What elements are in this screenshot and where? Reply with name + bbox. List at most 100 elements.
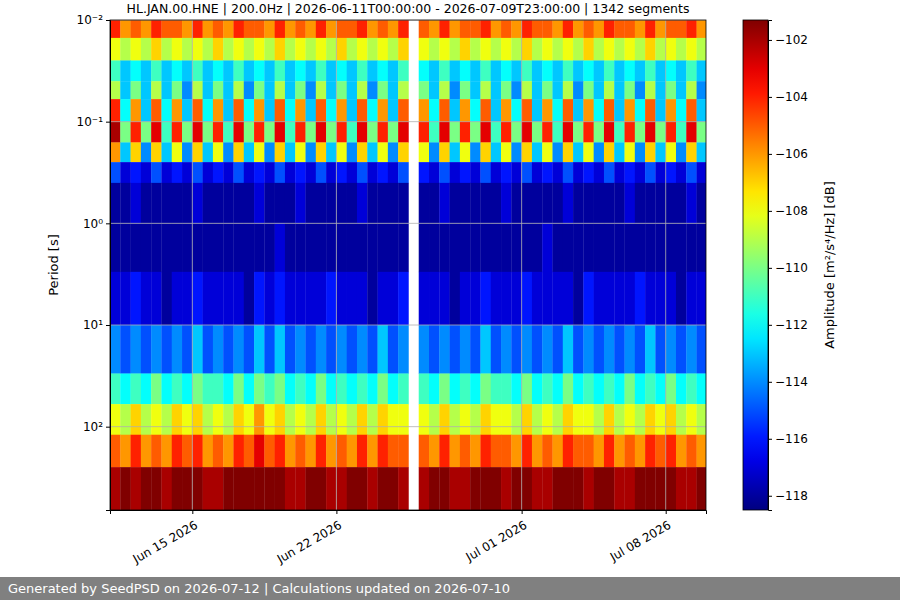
heat-cell xyxy=(378,183,389,224)
heat-cell xyxy=(316,435,327,468)
heat-cell xyxy=(573,20,584,38)
heat-cell xyxy=(378,142,389,162)
heat-cell xyxy=(604,325,615,374)
heat-cell xyxy=(625,325,636,374)
heat-cell xyxy=(625,435,636,468)
heat-cell xyxy=(573,60,584,81)
heat-cell xyxy=(563,435,574,468)
heat-cell xyxy=(203,162,214,183)
heat-cell xyxy=(583,142,594,162)
heat-cell xyxy=(686,162,697,183)
heat-cell xyxy=(336,374,347,405)
heat-cell xyxy=(686,467,697,510)
heat-cell xyxy=(203,81,214,99)
heat-cell xyxy=(522,142,533,162)
colorbar-tick-label: −108 xyxy=(775,204,808,218)
heat-cell xyxy=(491,81,502,99)
heat-cell xyxy=(295,223,306,272)
heat-cell xyxy=(151,435,162,468)
heat-cell xyxy=(532,122,543,143)
heat-cell xyxy=(285,223,296,272)
heat-cell xyxy=(141,38,152,61)
heat-cell xyxy=(511,162,522,183)
heat-cell xyxy=(357,99,368,122)
heat-cell xyxy=(172,60,183,81)
heat-cell xyxy=(110,272,121,325)
heat-cell xyxy=(223,272,234,325)
heat-cell xyxy=(347,325,358,374)
heat-cell xyxy=(645,99,656,122)
heat-cell xyxy=(491,38,502,61)
heat-cell xyxy=(131,142,142,162)
heat-cell xyxy=(439,374,450,405)
heat-cell xyxy=(285,81,296,99)
heat-cell xyxy=(398,467,409,510)
colorbar xyxy=(743,20,768,510)
heat-cell xyxy=(645,435,656,468)
heat-cell xyxy=(244,20,255,38)
heat-cell xyxy=(522,20,533,38)
heat-cell xyxy=(604,142,615,162)
heat-cell xyxy=(233,20,244,38)
heat-cell xyxy=(439,122,450,143)
heat-cell xyxy=(295,20,306,38)
heat-cell xyxy=(244,404,255,435)
heat-cell xyxy=(614,162,625,183)
heat-cell xyxy=(573,435,584,468)
heat-cell xyxy=(161,38,172,61)
heat-cell xyxy=(635,162,646,183)
heat-cell xyxy=(573,38,584,61)
heat-cell xyxy=(295,81,306,99)
heat-cell xyxy=(378,20,389,38)
heat-cell xyxy=(182,38,193,61)
heat-cell xyxy=(542,467,553,510)
heat-cell xyxy=(676,38,687,61)
heat-cell xyxy=(594,223,605,272)
heat-cell xyxy=(655,223,666,272)
heat-cell xyxy=(151,142,162,162)
heat-cell xyxy=(110,20,121,38)
heat-cell xyxy=(131,223,142,272)
heat-cell xyxy=(676,404,687,435)
heat-cell xyxy=(676,272,687,325)
heat-cell xyxy=(583,38,594,61)
heat-cell xyxy=(604,223,615,272)
heat-cell xyxy=(131,60,142,81)
heat-cell xyxy=(203,374,214,405)
heat-cell xyxy=(552,467,563,510)
heat-cell xyxy=(480,325,491,374)
heat-cell xyxy=(264,223,275,272)
heat-cell xyxy=(686,99,697,122)
heat-cell xyxy=(347,99,358,122)
heat-cell xyxy=(264,183,275,224)
grid-line xyxy=(336,20,337,510)
heat-cell xyxy=(583,162,594,183)
heat-cell xyxy=(583,325,594,374)
heat-cell xyxy=(398,404,409,435)
heat-cell xyxy=(223,99,234,122)
heat-cell xyxy=(532,81,543,99)
heat-cell xyxy=(141,122,152,143)
heat-cell xyxy=(244,60,255,81)
heat-cell xyxy=(666,272,677,325)
heat-cell xyxy=(480,435,491,468)
heat-cell xyxy=(522,467,533,510)
heat-cell xyxy=(697,325,706,374)
heat-cell xyxy=(522,435,533,468)
heat-cell xyxy=(594,162,605,183)
heat-cell xyxy=(316,20,327,38)
heat-cell xyxy=(295,99,306,122)
heat-cell xyxy=(336,81,347,99)
heat-cell xyxy=(120,99,131,122)
heat-cell xyxy=(573,81,584,99)
heat-cell xyxy=(542,60,553,81)
heat-cell xyxy=(450,404,461,435)
plot-background xyxy=(110,20,706,510)
y-tick-label: 10⁰ xyxy=(83,217,103,231)
heat-cell xyxy=(172,99,183,122)
heat-cell xyxy=(614,467,625,510)
chart: Jun 15 2026Jun 22 2026Jul 01 2026Jul 08 … xyxy=(0,0,900,600)
heat-cell xyxy=(161,99,172,122)
heat-cell xyxy=(285,374,296,405)
heat-cell xyxy=(460,223,471,272)
